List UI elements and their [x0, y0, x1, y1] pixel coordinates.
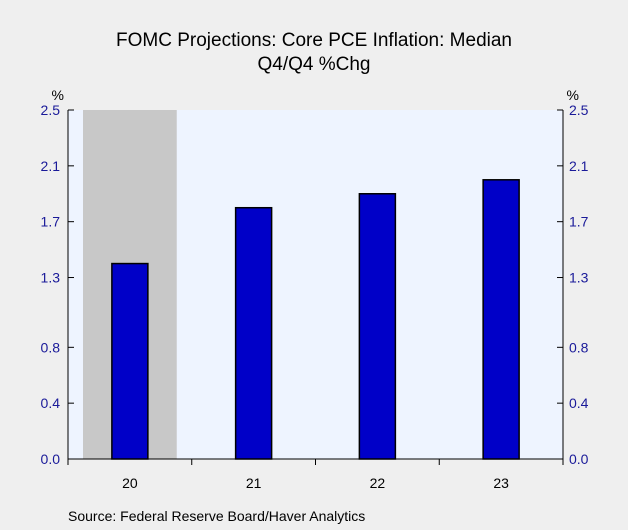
- x-tick-label: 22: [370, 475, 386, 491]
- bar-20: [111, 262, 149, 460]
- chart-subtitle: Q4/Q4 %Chg: [257, 54, 371, 75]
- y-unit-left: %: [52, 87, 64, 103]
- y-tick-label-left: 0.4: [41, 395, 61, 411]
- y-tick-label-right: 2.5: [569, 102, 589, 118]
- source-note: Source: Federal Reserve Board/Haver Anal…: [68, 508, 366, 524]
- y-tick-label-right: 2.1: [569, 158, 589, 174]
- x-tick-label: 23: [493, 475, 509, 491]
- bar-22: [358, 193, 397, 460]
- y-tick-label-left: 2.5: [41, 102, 61, 118]
- y-tick-label-left: 0.8: [41, 339, 61, 355]
- y-tick-label-left: 0.0: [41, 451, 61, 467]
- y-tick-label-right: 0.4: [569, 395, 589, 411]
- x-tick-label: 21: [246, 475, 262, 491]
- y-tick-label-right: 0.8: [569, 339, 589, 355]
- x-tick-label: 20: [122, 475, 138, 491]
- y-tick-label-left: 1.3: [41, 270, 61, 286]
- y-tick-label-right: 1.3: [569, 270, 589, 286]
- y-unit-right: %: [567, 87, 579, 103]
- y-tick-label-left: 2.1: [41, 158, 61, 174]
- bar-23: [482, 179, 520, 460]
- y-tick-label-right: 1.7: [569, 214, 589, 230]
- chart-title: FOMC Projections: Core PCE Inflation: Me…: [116, 30, 512, 51]
- y-tick-label-right: 0.0: [569, 451, 589, 467]
- y-tick-label-left: 1.7: [41, 214, 61, 230]
- bar-21: [234, 206, 273, 460]
